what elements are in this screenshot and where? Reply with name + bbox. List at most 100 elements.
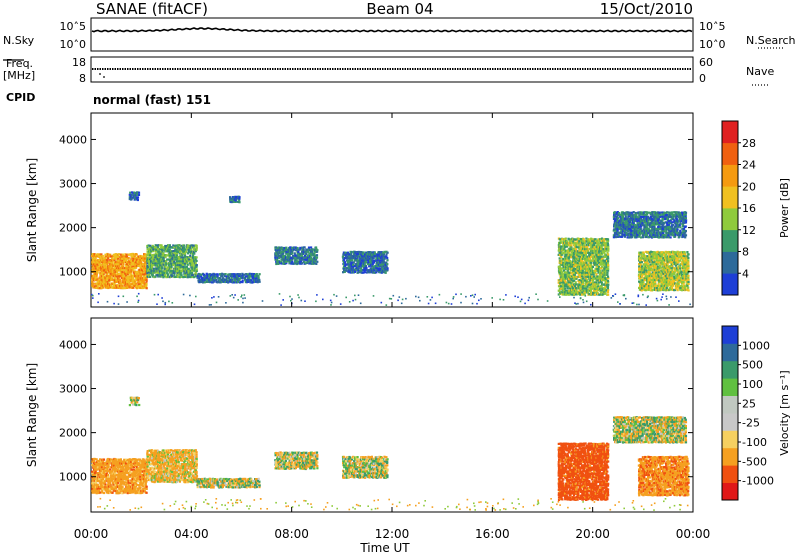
echo-cell <box>590 271 593 274</box>
echo-cell <box>675 218 679 221</box>
echo-cell <box>175 244 178 247</box>
echo-cell <box>594 253 597 256</box>
nsky-label: N.Sky <box>3 34 35 47</box>
echo-cell <box>132 255 135 258</box>
echo-cell <box>155 250 158 253</box>
echo-cell <box>123 267 127 270</box>
echo-cell <box>671 232 674 235</box>
echo-cell <box>237 273 240 276</box>
echo-cell <box>193 252 196 255</box>
echo-cell <box>359 263 362 266</box>
echo-cell <box>182 259 185 262</box>
echo-cell <box>565 283 568 286</box>
echo-cell <box>125 255 128 258</box>
echo-cell <box>683 219 686 222</box>
speckle-mark <box>126 301 128 303</box>
echo-cell <box>123 282 126 285</box>
echo-cell <box>565 240 568 243</box>
echo-cell <box>100 275 103 278</box>
echo-cell <box>294 260 297 263</box>
speckle-mark <box>388 297 391 300</box>
echo-cell <box>173 252 176 255</box>
echo-cell <box>656 213 659 216</box>
echo-cell <box>654 280 657 284</box>
echo-cell <box>145 282 148 286</box>
echo-cell <box>649 263 652 266</box>
echo-cell <box>681 217 685 220</box>
echo-cell <box>681 225 685 228</box>
echo-cell <box>605 254 608 257</box>
echo-cell <box>667 234 670 237</box>
echo-cell <box>110 277 114 280</box>
echo-cell <box>137 257 140 260</box>
echo-cell <box>92 267 95 270</box>
echo-cell <box>109 253 112 256</box>
echo-cell <box>558 253 561 256</box>
speckle-mark <box>354 298 357 301</box>
echo-cell <box>640 215 643 219</box>
echo-cell <box>592 242 595 245</box>
echo-cell <box>246 273 249 276</box>
echo-cell <box>92 257 95 260</box>
echo-cell <box>581 251 584 255</box>
echo-cell <box>121 271 124 274</box>
echo-cell <box>590 259 593 262</box>
speckle-mark <box>575 303 577 305</box>
echo-cell <box>667 223 670 226</box>
speckle-mark <box>517 296 519 298</box>
echo-cell <box>282 252 285 255</box>
echo-cell <box>668 213 671 217</box>
echo-cell <box>96 271 99 274</box>
echo-cell <box>163 275 166 278</box>
echo-cell <box>258 280 261 283</box>
echo-cell <box>651 213 654 216</box>
echo-cell <box>203 278 206 281</box>
echo-cell <box>607 260 610 263</box>
echo-cell <box>666 221 669 224</box>
echo-cell <box>573 291 576 294</box>
echo-cell <box>667 236 671 239</box>
echo-cell <box>102 274 105 277</box>
echo-cell <box>102 271 105 274</box>
echo-cell <box>360 267 363 270</box>
echo-cell <box>143 276 146 279</box>
speckle-mark <box>137 301 139 303</box>
echo-cell <box>583 292 586 296</box>
echo-cell <box>657 262 660 265</box>
echo-cell <box>652 280 655 283</box>
echo-cell <box>345 269 348 272</box>
echo-cell <box>585 261 588 264</box>
speckle-mark <box>612 295 614 297</box>
echo-cell <box>671 225 674 228</box>
echo-cell <box>612 229 615 232</box>
echo-cell <box>146 272 149 275</box>
echo-cell <box>600 246 603 249</box>
echo-cell <box>119 271 122 274</box>
speckle-mark <box>537 298 539 301</box>
echo-cell <box>194 258 197 261</box>
echo-cell <box>638 235 641 238</box>
echo-cell <box>349 263 352 266</box>
echo-cell <box>645 269 648 272</box>
echo-cell <box>385 253 388 256</box>
echo-cell <box>163 246 166 249</box>
echo-cell <box>180 274 183 277</box>
echo-cell <box>655 259 658 262</box>
echo-cell <box>285 262 288 265</box>
echo-cell <box>310 246 313 249</box>
speckle-mark <box>527 299 530 302</box>
echo-cell <box>154 264 157 267</box>
echo-cell <box>674 233 677 236</box>
echo-cell <box>150 268 153 271</box>
speckle-mark <box>471 302 474 305</box>
echo-cell <box>623 231 626 234</box>
echo-cell <box>596 291 599 294</box>
echo-cell <box>684 217 687 220</box>
echo-cell <box>110 263 113 266</box>
echo-cell <box>168 244 171 247</box>
echo-cell <box>639 227 642 230</box>
echo-cell <box>641 224 644 227</box>
echo-cell <box>563 247 566 250</box>
speckle-mark <box>352 299 354 302</box>
echo-cell <box>650 227 653 230</box>
